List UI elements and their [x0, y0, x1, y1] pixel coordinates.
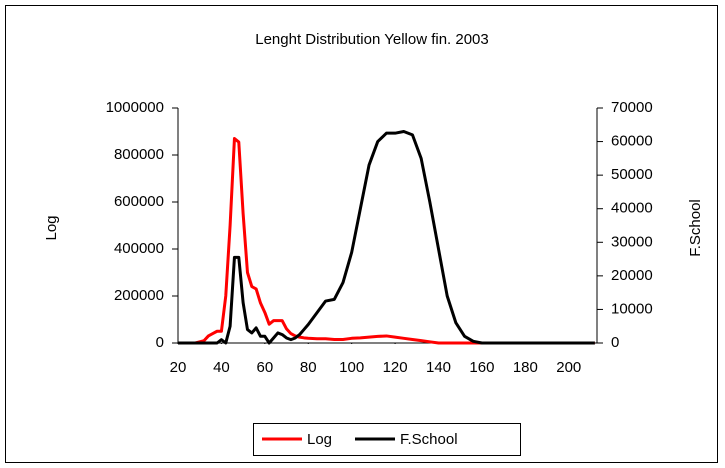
- chart-border: [5, 5, 718, 463]
- x-tick-label: 140: [426, 359, 451, 376]
- x-tick-label: 40: [213, 359, 230, 376]
- y-tick-label: 600000: [114, 193, 164, 210]
- chart-title: Lenght Distribution Yellow fin. 2003: [255, 31, 489, 48]
- x-tick-label: 160: [469, 359, 494, 376]
- y2-tick-label: 30000: [611, 233, 653, 250]
- data-line: [178, 137, 595, 345]
- x-tick-label: 80: [300, 359, 317, 376]
- legend-label: F.School: [400, 431, 458, 448]
- y-tick-label: 800000: [114, 146, 164, 163]
- y-tick-label: 400000: [114, 240, 164, 257]
- legend-label: Log: [307, 431, 332, 448]
- x-tick-label: 200: [556, 359, 581, 376]
- y2-tick-label: 50000: [611, 166, 653, 183]
- x-tick-label: 180: [513, 359, 538, 376]
- data-line: [178, 130, 595, 345]
- y-axis-label: Log: [43, 215, 60, 240]
- y2-tick-label: 0: [611, 334, 619, 351]
- y-tick-label: 200000: [114, 287, 164, 304]
- x-tick-label: 20: [170, 359, 187, 376]
- x-tick-label: 120: [383, 359, 408, 376]
- y2-tick-label: 70000: [611, 99, 653, 116]
- y2-tick-label: 60000: [611, 133, 653, 150]
- y-tick-label: 0: [156, 334, 164, 351]
- y2-tick-label: 40000: [611, 200, 653, 217]
- x-tick-label: 60: [256, 359, 273, 376]
- y2-axis-label: F.School: [687, 199, 704, 257]
- x-tick-label: 100: [339, 359, 364, 376]
- y2-tick-label: 10000: [611, 300, 653, 317]
- y2-tick-label: 20000: [611, 267, 653, 284]
- y-tick-label: 1000000: [106, 99, 164, 116]
